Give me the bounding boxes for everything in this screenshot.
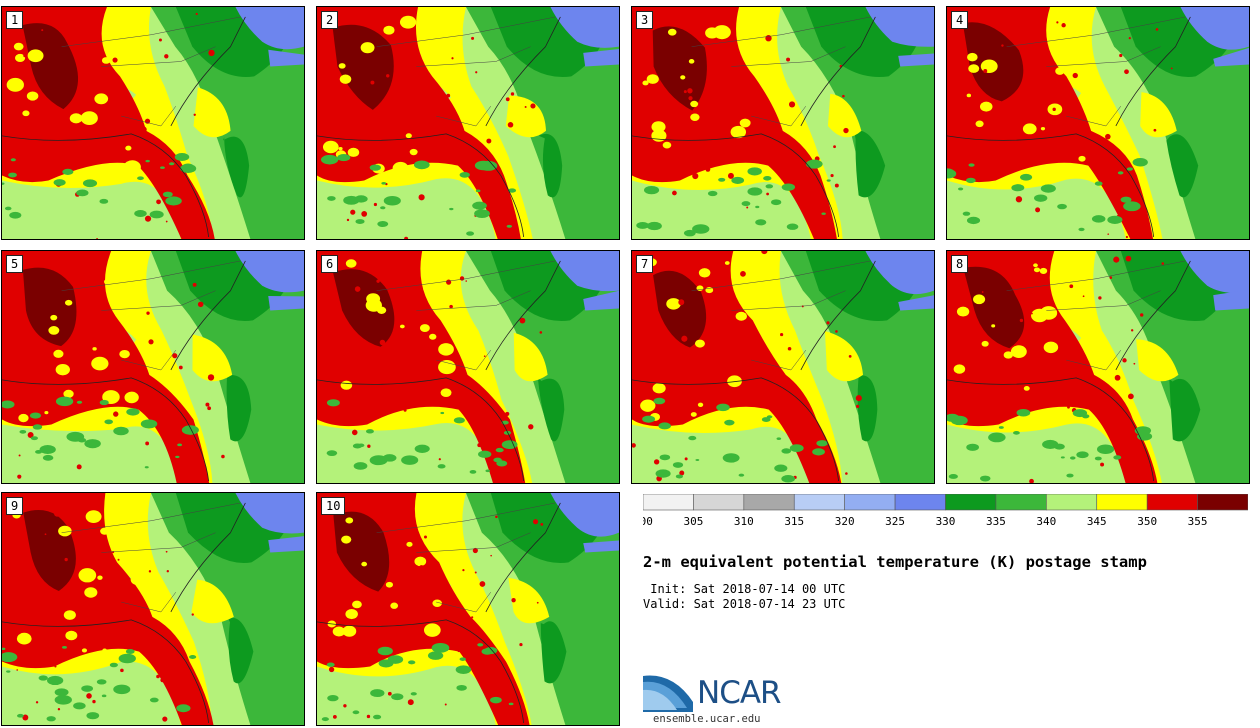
member-number: 4	[951, 11, 969, 29]
color-bin	[1197, 494, 1248, 511]
color-bin	[793, 494, 845, 511]
color-bin	[1096, 494, 1148, 511]
color-bar-tick-label: 345	[1087, 515, 1107, 528]
map-panel: 1	[1, 6, 305, 240]
map-field	[317, 251, 619, 483]
map-panel: 9	[1, 492, 305, 726]
color-bin	[995, 494, 1047, 511]
color-bin	[693, 494, 745, 511]
color-bar: 300 305 310 315 320 325 330 335 340 345 350 355	[643, 494, 1248, 528]
color-bar-tick-label: 330	[936, 515, 956, 528]
member-number: 9	[6, 497, 24, 515]
member-number: 6	[321, 255, 339, 273]
map-field	[317, 493, 619, 725]
member-number: 7	[636, 255, 654, 273]
map-panel: 6	[316, 250, 620, 484]
color-bar-tick-label: 305	[683, 515, 703, 528]
map-panel: 8	[946, 250, 1250, 484]
color-bin	[945, 494, 997, 511]
map-field	[947, 251, 1249, 483]
color-bar-tick-label: 335	[986, 515, 1006, 528]
map-field	[632, 7, 934, 239]
member-number: 1	[6, 11, 24, 29]
map-panel: 3	[631, 6, 935, 240]
map-panel: 10	[316, 492, 620, 726]
member-number: 2	[321, 11, 339, 29]
color-bin	[1046, 494, 1098, 511]
color-bar-tick-label: 300	[643, 515, 653, 528]
color-bar-tick-label: 320	[835, 515, 855, 528]
color-bar-tick-label: 325	[885, 515, 905, 528]
member-number: 8	[951, 255, 969, 273]
map-panel: 4	[946, 6, 1250, 240]
ncar-logo	[643, 675, 693, 712]
color-bin	[1146, 494, 1198, 511]
member-number: 10	[321, 497, 346, 515]
member-number: 5	[6, 255, 24, 273]
color-bar-tick-label: 340	[1036, 515, 1056, 528]
figure-title: 2-m equivalent potential temperature (K)…	[643, 553, 1147, 571]
logo-wordmark: NCAR	[697, 675, 782, 711]
map-panel: 5	[1, 250, 305, 484]
color-bin	[643, 494, 694, 511]
valid-time: Valid: Sat 2018-07-14 23 UTC	[643, 597, 846, 611]
map-field	[2, 493, 304, 725]
map-field	[2, 7, 304, 239]
map-field	[2, 251, 304, 483]
color-bin	[844, 494, 896, 511]
color-bar-tick-label: 350	[1137, 515, 1157, 528]
member-number: 3	[636, 11, 654, 29]
color-bin	[743, 494, 795, 511]
init-time: Init: Sat 2018-07-14 00 UTC	[643, 582, 846, 596]
color-bin	[894, 494, 946, 511]
color-bar-tick-label: 355	[1188, 515, 1208, 528]
map-field	[317, 7, 619, 239]
color-bar-tick-label: 310	[734, 515, 754, 528]
map-panel: 2	[316, 6, 620, 240]
map-field	[632, 251, 934, 483]
map-panel: 7	[631, 250, 935, 484]
logo-url: ensemble.ucar.edu	[653, 713, 761, 725]
color-bar-tick-label: 315	[784, 515, 804, 528]
map-field	[947, 7, 1249, 239]
